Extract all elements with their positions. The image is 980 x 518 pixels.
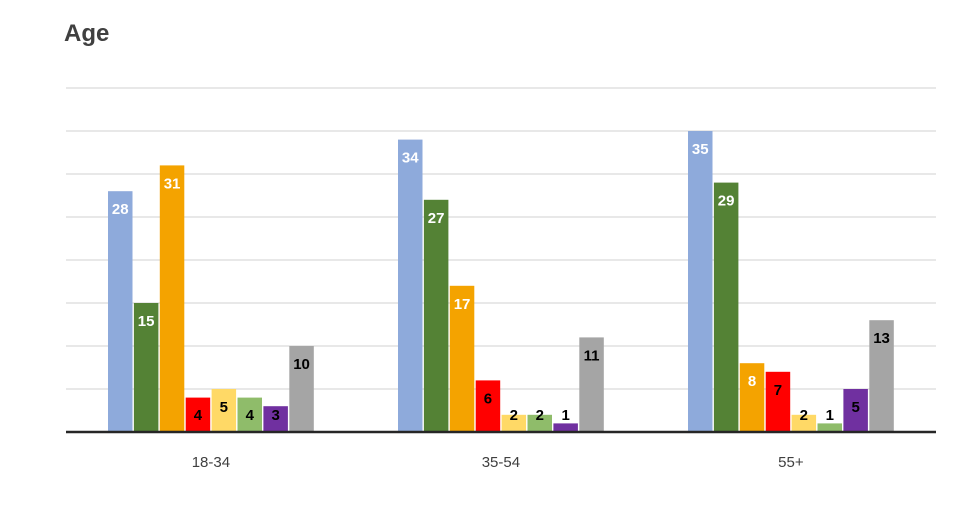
bar xyxy=(579,337,604,432)
bar xyxy=(185,397,211,432)
data-label: 11 xyxy=(584,347,600,364)
data-label: 13 xyxy=(873,330,890,347)
bar xyxy=(159,165,185,432)
bar xyxy=(133,303,159,432)
data-label: 17 xyxy=(454,296,471,313)
bar xyxy=(211,389,237,432)
bar xyxy=(713,182,739,432)
data-label: 31 xyxy=(164,175,181,192)
data-label: 7 xyxy=(774,382,782,399)
bar xyxy=(501,414,527,432)
data-label: 1 xyxy=(561,407,569,424)
data-label: 3 xyxy=(271,407,279,424)
data-label: 28 xyxy=(112,201,129,218)
data-label: 2 xyxy=(800,407,808,424)
data-label: 35 xyxy=(692,141,709,158)
bar xyxy=(449,285,475,432)
bar xyxy=(423,199,449,432)
data-label: 15 xyxy=(138,313,155,330)
chart-title: Age xyxy=(64,20,110,47)
data-label: 8 xyxy=(748,373,756,390)
data-label: 2 xyxy=(510,407,518,424)
x-tick-label: 35-54 xyxy=(482,454,520,471)
data-label: 27 xyxy=(428,210,445,227)
bar xyxy=(553,423,578,432)
data-label: 2 xyxy=(536,407,544,424)
bar xyxy=(791,414,817,432)
bar xyxy=(739,363,765,432)
bar xyxy=(688,131,713,432)
data-label: 4 xyxy=(194,407,203,424)
data-label: 29 xyxy=(718,193,735,210)
bar xyxy=(263,406,288,432)
bar xyxy=(398,139,423,432)
bar xyxy=(289,346,314,432)
data-label: 10 xyxy=(293,356,310,373)
bar xyxy=(237,397,262,432)
bar xyxy=(817,423,842,432)
data-label: 6 xyxy=(484,390,492,407)
bar xyxy=(475,380,501,432)
data-label: 5 xyxy=(851,399,859,416)
bar xyxy=(527,414,552,432)
data-label: 34 xyxy=(402,150,419,167)
bar xyxy=(765,371,791,432)
bar xyxy=(843,389,868,432)
data-label: 5 xyxy=(220,399,228,416)
data-label: 1 xyxy=(826,407,834,424)
x-tick-label: 55+ xyxy=(778,454,804,471)
x-tick-label: 18-34 xyxy=(192,454,230,471)
bar xyxy=(108,191,133,432)
data-label: 4 xyxy=(246,407,255,424)
bar xyxy=(869,320,894,432)
